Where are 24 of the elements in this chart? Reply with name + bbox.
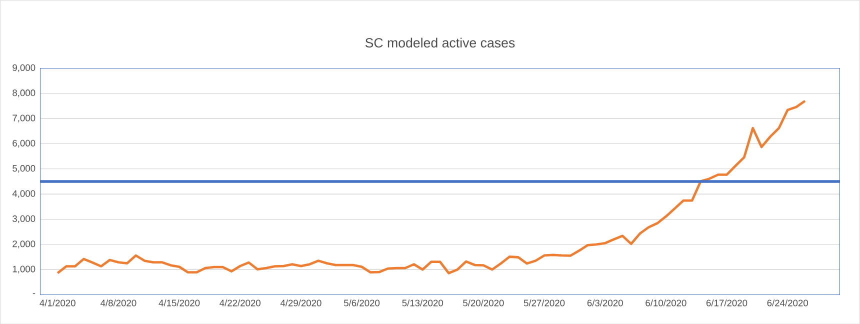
y-tick-label: 1,000 bbox=[12, 266, 36, 274]
y-tick-label: 2,000 bbox=[12, 240, 36, 248]
x-tick-label: 6/24/2020 bbox=[767, 299, 808, 306]
y-tick-label: 3,000 bbox=[12, 215, 36, 223]
x-tick-label: 5/27/2020 bbox=[524, 299, 565, 306]
y-tick-label: 6,000 bbox=[12, 140, 36, 148]
x-tick-label: 4/15/2020 bbox=[158, 299, 200, 306]
x-tick-label: 4/29/2020 bbox=[280, 299, 322, 306]
y-tick-label: 7,000 bbox=[12, 114, 36, 122]
chart-title: SC modeled active cases bbox=[365, 38, 515, 48]
x-tick-label: 4/22/2020 bbox=[220, 299, 260, 306]
x-tick-label: 4/8/2020 bbox=[100, 299, 136, 306]
x-tick-label: 5/6/2020 bbox=[344, 299, 380, 306]
y-tick-label: 5,000 bbox=[12, 164, 36, 173]
y-tick-label: 9,000 bbox=[12, 64, 36, 72]
x-tick-label: 5/13/2020 bbox=[402, 299, 443, 306]
x-tick-label: 5/20/2020 bbox=[463, 299, 504, 306]
y-tick-label: 4,000 bbox=[12, 190, 36, 198]
x-tick-label: 6/17/2020 bbox=[706, 299, 748, 306]
y-tick-label: 8,000 bbox=[12, 89, 36, 98]
y-tick-label: - bbox=[32, 293, 36, 294]
x-tick-label: 6/10/2020 bbox=[646, 299, 686, 306]
x-tick-label: 6/3/2020 bbox=[587, 299, 623, 306]
x-tick-label: 4/1/2020 bbox=[40, 299, 76, 306]
